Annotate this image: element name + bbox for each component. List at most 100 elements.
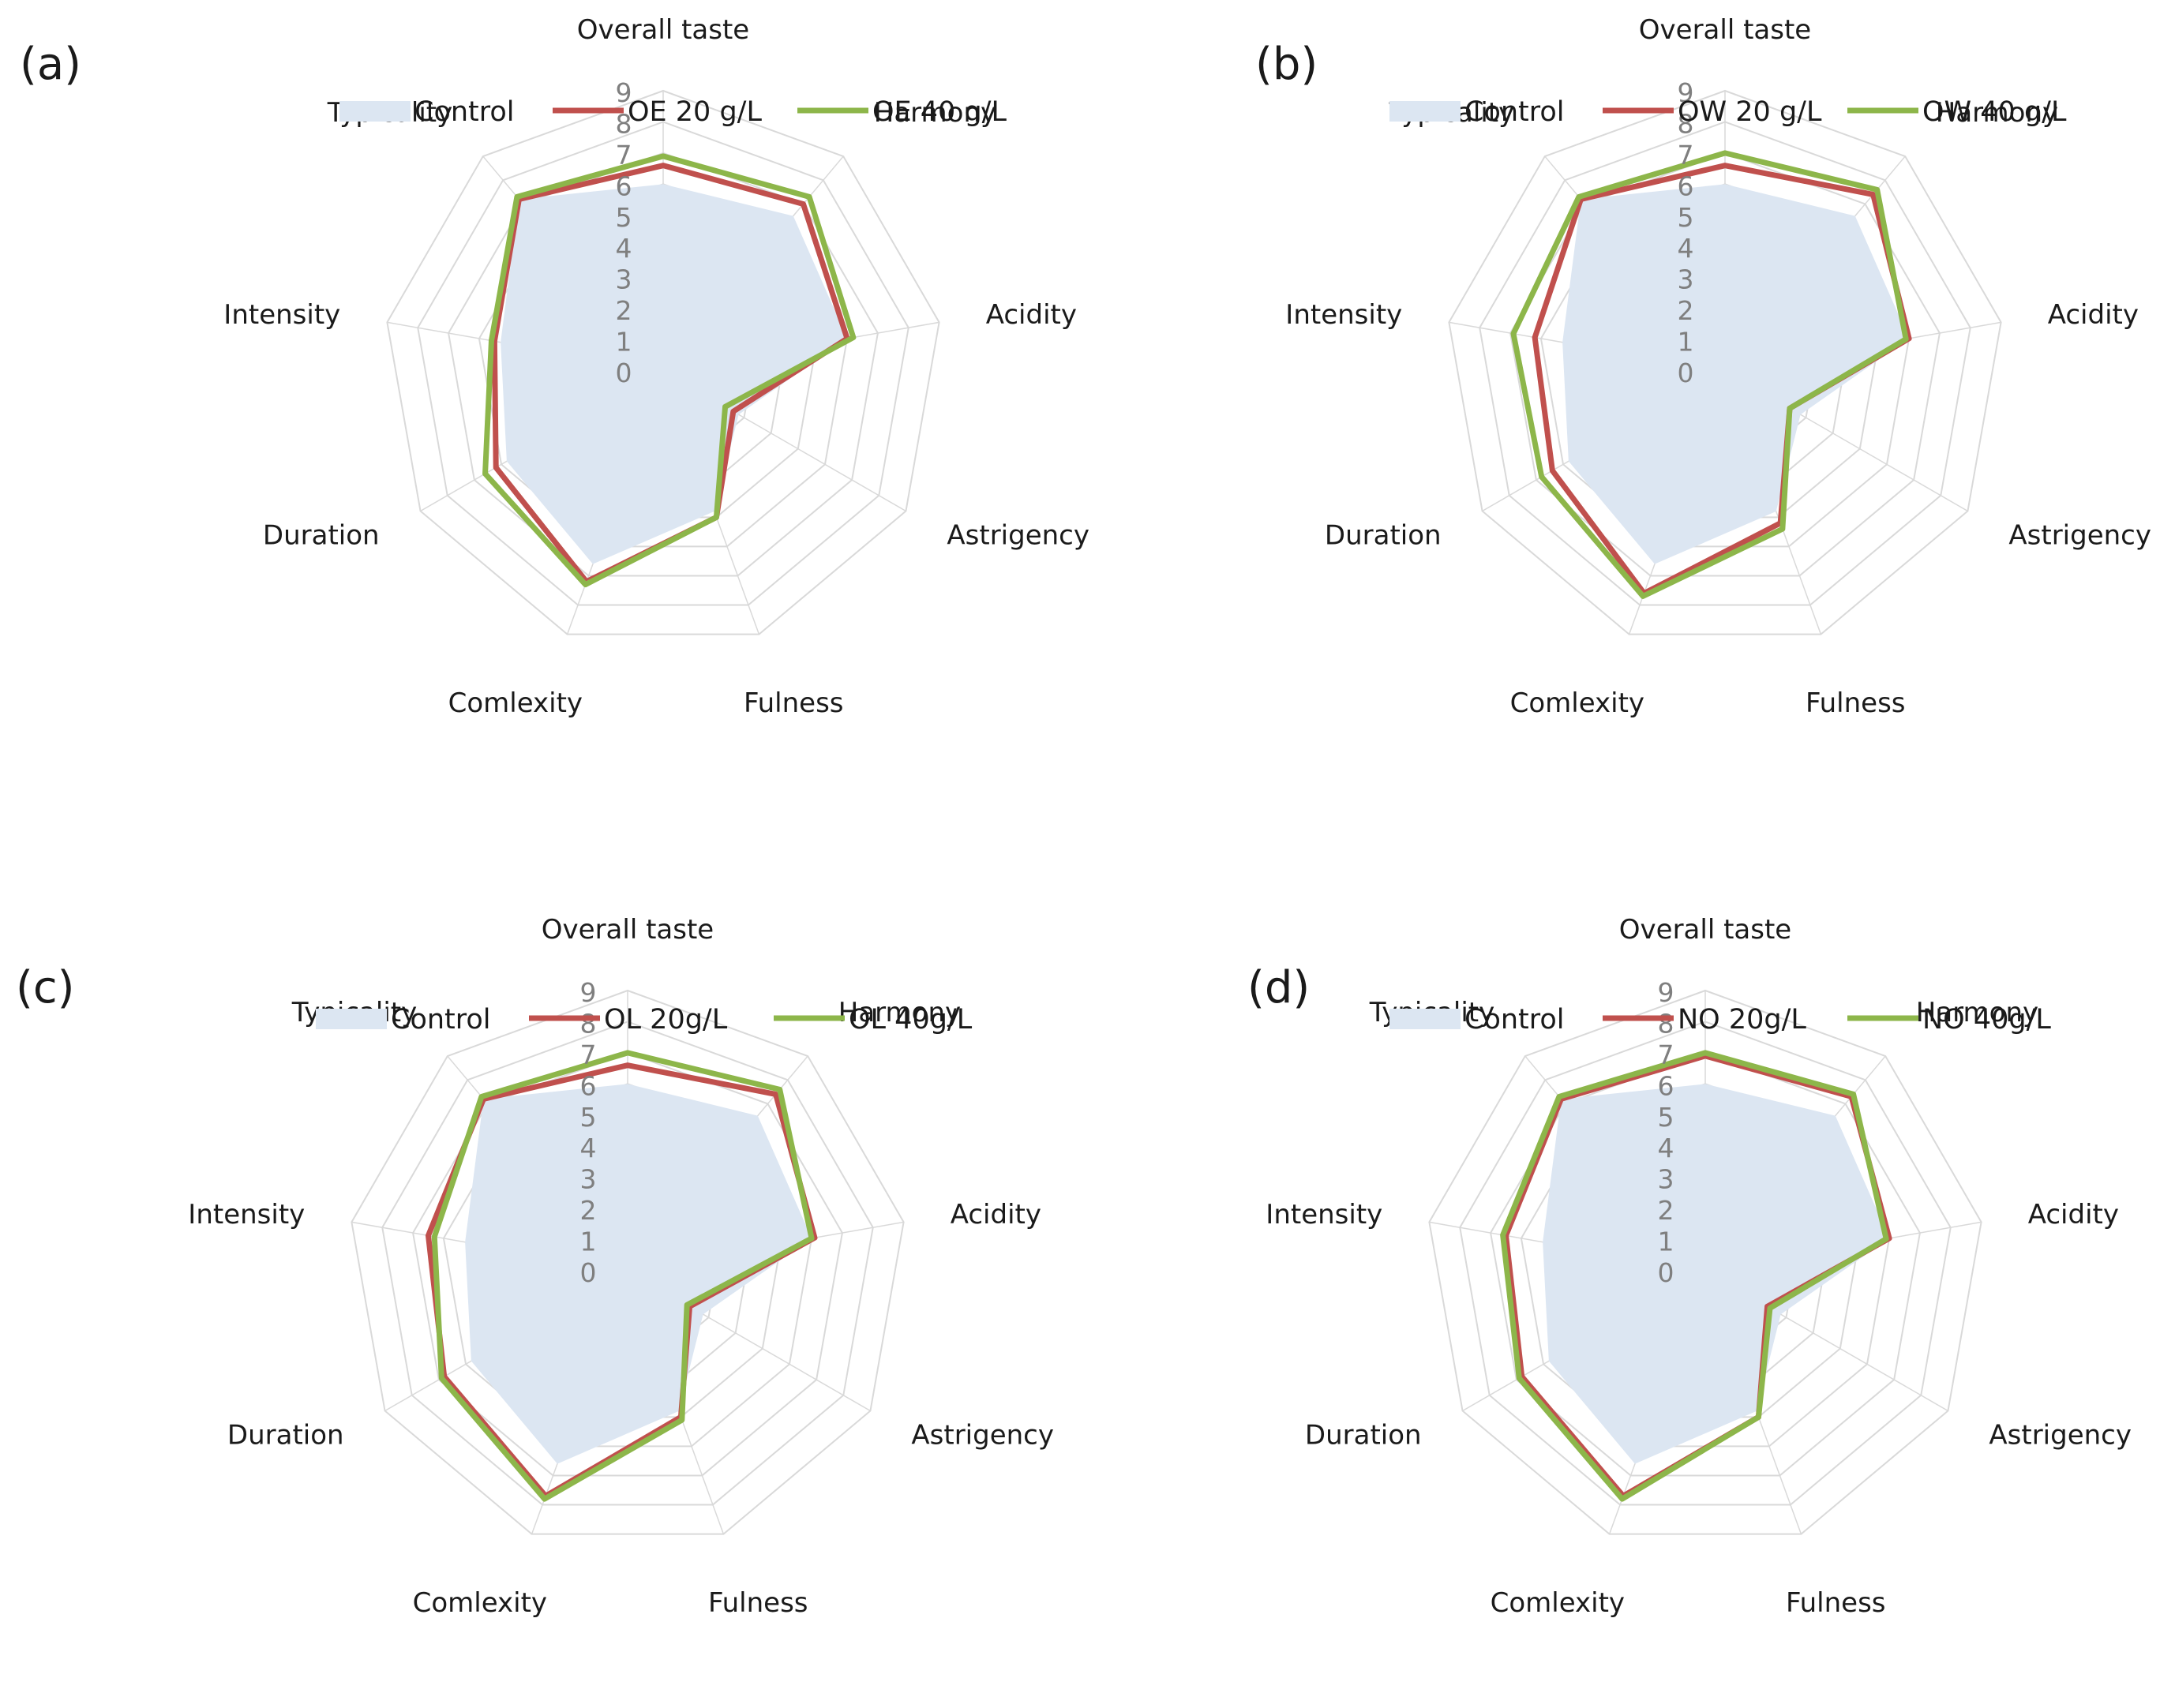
- panel-letter: (d): [1247, 962, 1310, 1013]
- scale-tick-label: 1: [1678, 327, 1694, 358]
- grid-ring: [1459, 1021, 1952, 1506]
- scale-tick-label: 6: [616, 170, 632, 201]
- scale-tick-label: 5: [616, 202, 632, 233]
- axis-label: Harmony: [874, 97, 996, 129]
- scale-tick-label: 4: [580, 1133, 597, 1163]
- legend-swatch-area: [339, 101, 411, 122]
- axis-label: Intensity: [223, 299, 340, 331]
- legend-label: OL 40g/L: [849, 1004, 973, 1036]
- scale-tick-label: 5: [1678, 202, 1694, 233]
- scale-tick-label: 9: [1678, 77, 1694, 108]
- axis-label: Comlexity: [413, 1587, 547, 1619]
- legend-label: OE 20 g/L: [628, 96, 762, 128]
- scale-tick-label: 3: [616, 264, 632, 295]
- scale-tick-label: 2: [580, 1195, 597, 1226]
- grid-ring: [412, 1051, 843, 1477]
- scale-tick-label: 5: [580, 1102, 597, 1133]
- axis-label: Comlexity: [448, 687, 583, 719]
- axis-label: Fulness: [1806, 687, 1906, 719]
- legend-label: OW 40 g/L: [1922, 96, 2067, 128]
- scale-tick-label: 9: [616, 77, 632, 108]
- scale-tick-label: 0: [616, 358, 632, 388]
- scale-tick-label: 9: [1658, 977, 1674, 1008]
- axis-label: Duration: [263, 520, 380, 552]
- grid-ring: [417, 121, 909, 606]
- axis-label: Astrigency: [1989, 1420, 2132, 1451]
- axis-label: Overall taste: [542, 914, 714, 946]
- legend-swatch-area: [316, 1009, 387, 1029]
- scale-tick-label: 8: [616, 108, 632, 139]
- scale-tick-label: 8: [1678, 108, 1694, 139]
- panel-letter: (b): [1255, 39, 1318, 90]
- axis-label: Harmony: [838, 997, 961, 1028]
- series-area-control: [465, 1084, 812, 1464]
- scale-tick-label: 0: [1678, 358, 1694, 388]
- series-area-control: [1543, 1084, 1890, 1464]
- axis-label: Harmony: [1916, 997, 2038, 1028]
- legend-label: NO 20g/L: [1678, 1004, 1806, 1036]
- axis-label: Acidity: [986, 299, 1077, 331]
- legend-label: Control: [1464, 96, 1565, 128]
- axis-label: Acidity: [2048, 299, 2139, 331]
- axis-label: Comlexity: [1510, 687, 1644, 719]
- scale-tick-label: 1: [616, 327, 632, 358]
- grid-ring: [381, 1021, 874, 1506]
- axis-label: Fulness: [708, 1587, 808, 1619]
- scale-tick-label: 5: [1658, 1102, 1674, 1133]
- axis-label: Intensity: [188, 1199, 305, 1230]
- scale-tick-label: 4: [616, 233, 632, 264]
- series-area-control: [501, 184, 848, 564]
- scale-tick-label: 4: [1678, 233, 1694, 264]
- scale-tick-label: 6: [1678, 170, 1694, 201]
- panel-letter: (c): [16, 962, 74, 1013]
- legend-label: OW 20 g/L: [1678, 96, 1822, 128]
- legend-label: Control: [391, 1004, 491, 1036]
- series-line-2: [482, 153, 857, 588]
- scale-tick-label: 0: [580, 1257, 597, 1288]
- axis-label: Overall taste: [1619, 914, 1791, 946]
- scale-tick-label: 7: [1678, 140, 1694, 170]
- legend-swatch-area: [1389, 101, 1461, 122]
- scale-tick-label: 1: [580, 1227, 597, 1257]
- scale-tick-label: 0: [1658, 1257, 1674, 1288]
- legend-swatch-area: [1389, 1009, 1461, 1029]
- scale-tick-label: 2: [1658, 1195, 1674, 1226]
- scale-tick-label: 3: [580, 1164, 597, 1195]
- axis-label: Acidity: [2028, 1199, 2119, 1230]
- axis-label: Fulness: [1786, 1587, 1886, 1619]
- axis-label: Astrigency: [2008, 520, 2151, 552]
- series-line-2: [1500, 1050, 1889, 1502]
- axis-label: Astrigency: [947, 520, 1089, 552]
- scale-tick-label: 2: [1678, 295, 1694, 326]
- axis-label: Duration: [1305, 1420, 1422, 1451]
- grid-ring: [448, 152, 879, 577]
- scale-tick-label: 1: [1658, 1227, 1674, 1257]
- panel-letter: (a): [20, 39, 81, 90]
- axis-label: Comlexity: [1491, 1587, 1625, 1619]
- series-line-2: [1510, 150, 1909, 599]
- legend-label: OL 20g/L: [604, 1004, 728, 1036]
- axis-label: Acidity: [951, 1199, 1041, 1230]
- legend-label: OE 40 g/L: [872, 96, 1007, 128]
- axis-label: Duration: [1325, 520, 1442, 552]
- legend-label: Control: [414, 96, 515, 128]
- axis-label: Intensity: [1285, 299, 1402, 331]
- scale-tick-label: 2: [616, 295, 632, 326]
- legend-label: Control: [1464, 1004, 1565, 1036]
- scale-tick-label: 3: [1658, 1164, 1674, 1195]
- axis-label: Intensity: [1266, 1199, 1382, 1230]
- scale-tick-label: 4: [1658, 1133, 1674, 1163]
- scale-tick-label: 6: [580, 1070, 597, 1101]
- series-area-control: [1562, 184, 1910, 564]
- axis-label: Overall taste: [577, 14, 749, 46]
- axis-label: Harmony: [1936, 97, 2058, 129]
- scale-tick-label: 6: [1658, 1070, 1674, 1101]
- scale-tick-label: 7: [1658, 1039, 1674, 1070]
- scale-tick-label: 3: [1678, 264, 1694, 295]
